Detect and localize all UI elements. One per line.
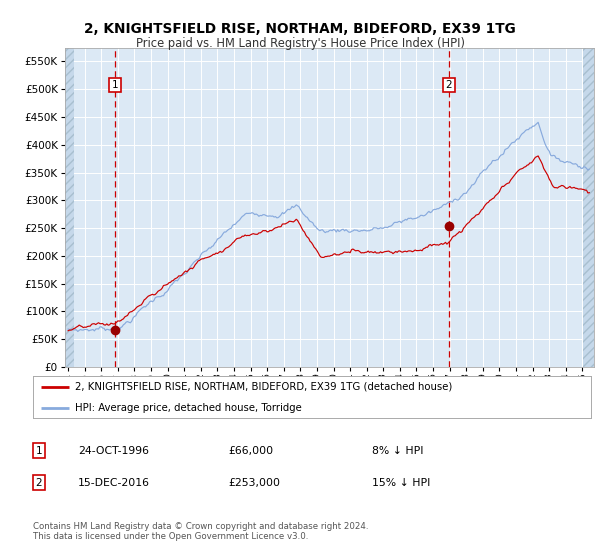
Text: 8% ↓ HPI: 8% ↓ HPI xyxy=(372,446,424,456)
Text: 15% ↓ HPI: 15% ↓ HPI xyxy=(372,478,430,488)
Text: 24-OCT-1996: 24-OCT-1996 xyxy=(78,446,149,456)
Text: 2, KNIGHTSFIELD RISE, NORTHAM, BIDEFORD, EX39 1TG (detached house): 2, KNIGHTSFIELD RISE, NORTHAM, BIDEFORD,… xyxy=(75,382,452,392)
Text: 2: 2 xyxy=(446,80,452,90)
Bar xyxy=(583,48,594,367)
Text: £253,000: £253,000 xyxy=(228,478,280,488)
Text: HPI: Average price, detached house, Torridge: HPI: Average price, detached house, Torr… xyxy=(75,403,302,413)
Text: Price paid vs. HM Land Registry's House Price Index (HPI): Price paid vs. HM Land Registry's House … xyxy=(136,37,464,50)
Text: 15-DEC-2016: 15-DEC-2016 xyxy=(78,478,150,488)
Text: £66,000: £66,000 xyxy=(228,446,273,456)
Text: 1: 1 xyxy=(35,446,43,456)
Text: 2, KNIGHTSFIELD RISE, NORTHAM, BIDEFORD, EX39 1TG: 2, KNIGHTSFIELD RISE, NORTHAM, BIDEFORD,… xyxy=(84,22,516,36)
Text: Contains HM Land Registry data © Crown copyright and database right 2024.
This d: Contains HM Land Registry data © Crown c… xyxy=(33,522,368,542)
Text: 1: 1 xyxy=(112,80,118,90)
Bar xyxy=(65,48,74,367)
Text: 2: 2 xyxy=(35,478,43,488)
